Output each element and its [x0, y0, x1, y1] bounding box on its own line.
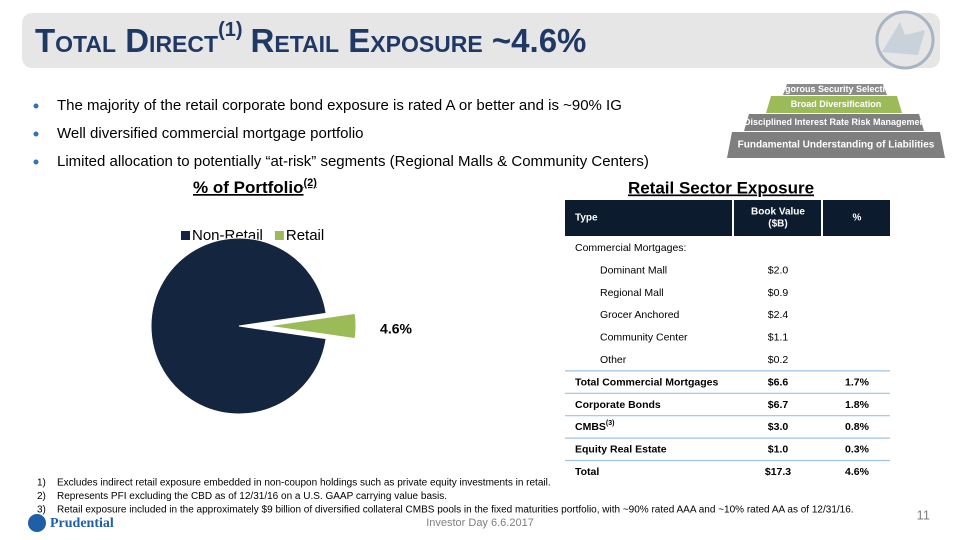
table-header-bg	[565, 200, 890, 236]
table-header: %	[853, 213, 862, 224]
table-cell: Grocer Anchored	[600, 309, 680, 321]
title-sup: (1)	[218, 19, 242, 41]
bullet: Limited allocation to potentially “at-ri…	[57, 153, 649, 170]
cell-text: $0.9	[768, 287, 789, 299]
table-cell: Commercial Mortgages:	[575, 242, 686, 254]
cell-text: Corporate Bonds	[575, 399, 661, 411]
footnote: Represents PFI excluding the CBD as of 1…	[57, 491, 447, 502]
chart-title-text: % of Portfolio	[193, 178, 303, 197]
table-cell: 4.6%	[845, 466, 870, 478]
cell-text: $6.6	[768, 376, 789, 388]
table-cell: $2.4	[768, 309, 789, 321]
bullet: The majority of the retail corporate bon…	[57, 97, 622, 114]
logo-mark	[875, 10, 935, 70]
cell-text: 0.8%	[845, 421, 870, 433]
table-cell: Equity Real Estate	[575, 443, 667, 455]
table-cell: Dominant Mall	[600, 264, 667, 276]
table-cell: Corporate Bonds	[575, 399, 661, 411]
table-cell: $1.1	[768, 331, 789, 343]
bullet-dot	[33, 131, 39, 137]
footnote: Excludes indirect retail exposure embedd…	[57, 478, 551, 489]
cell-text: Grocer Anchored	[600, 309, 680, 321]
cell-text: Equity Real Estate	[575, 443, 667, 455]
cell-text: Total	[575, 466, 599, 478]
legend-swatch	[274, 231, 284, 240]
cell-text: $3.0	[768, 421, 789, 433]
table-cell: Total Commercial Mortgages	[575, 376, 718, 388]
cell-text: Regional Mall	[600, 287, 664, 299]
data-label: 4.6%	[380, 321, 412, 337]
pyramid-label: Fundamental Understanding of Liabilities	[738, 140, 935, 151]
cell-text: $1.0	[768, 443, 789, 455]
legend-swatch	[181, 231, 190, 240]
pyramid-label: Rigorous Security Selection	[776, 84, 896, 94]
table-header: Type	[575, 213, 598, 224]
table-header: Book Value	[751, 207, 805, 218]
cell-text: Dominant Mall	[600, 264, 667, 276]
legend-label: Retail	[286, 227, 324, 244]
table-cell: Regional Mall	[600, 287, 664, 299]
cell-text: 1.7%	[845, 376, 870, 388]
table-header: ($B)	[768, 219, 787, 230]
cell-text: $2.4	[768, 309, 789, 321]
cell-sup: (3)	[606, 420, 615, 427]
cell-text: $6.7	[768, 399, 789, 411]
footnote-number: 2)	[37, 491, 46, 502]
cell-text: Commercial Mortgages:	[575, 242, 686, 254]
pie-slice	[267, 312, 357, 340]
footer: Investor Day 6.6.2017	[426, 517, 534, 529]
content: The majority of the retail corporate bon…	[33, 84, 935, 516]
cell-text: 1.8%	[845, 399, 870, 411]
pyramid-label: Disciplined Interest Rate Risk Managemen…	[744, 117, 928, 127]
table-cell: $6.7	[768, 399, 789, 411]
footnote: Retail exposure included in the approxim…	[57, 505, 854, 516]
table-cell: Total	[575, 466, 599, 478]
chart-title-sup: (2)	[304, 177, 318, 189]
cell-text: $1.1	[768, 331, 789, 343]
chart-title: % of Portfolio(2)	[193, 177, 317, 198]
title-bar	[22, 13, 940, 68]
pie-slice	[150, 237, 327, 415]
cell-text: Community Center	[600, 331, 688, 343]
bullet-dot	[33, 159, 39, 165]
title-part: Total Direct	[35, 22, 218, 59]
cell-text: 0.3%	[845, 443, 870, 455]
cell-text: Total Commercial Mortgages	[575, 376, 718, 388]
table-cell: $6.6	[768, 376, 789, 388]
page-number: 11	[917, 507, 931, 522]
table-cell: Other	[600, 354, 627, 366]
slide-title: Total Direct(1) Retail Exposure ~4.6%	[35, 19, 586, 58]
table-cell: $0.9	[768, 287, 789, 299]
table-cell: CMBS(3)	[575, 420, 614, 433]
table-cell: 1.7%	[845, 376, 870, 388]
logo-text: Prudential	[50, 516, 114, 531]
footnote-number: 3)	[37, 505, 46, 516]
cell-text: CMBS	[575, 421, 606, 433]
table-cell: $2.0	[768, 264, 789, 276]
cell-text: $2.0	[768, 264, 789, 276]
bullet-dot	[33, 103, 39, 109]
bullet: Well diversified commercial mortgage por…	[57, 125, 364, 142]
pyramid	[727, 84, 945, 158]
table-cell: 0.8%	[845, 421, 870, 433]
table-cell: Community Center	[600, 331, 688, 343]
cell-text: Other	[600, 354, 627, 366]
table-cell: $1.0	[768, 443, 789, 455]
cell-text: $0.2	[768, 354, 789, 366]
table-cell: $3.0	[768, 421, 789, 433]
footnote-number: 1)	[37, 478, 46, 489]
pyramid-label: Broad Diversification	[791, 99, 882, 109]
cell-text: $17.3	[765, 466, 791, 478]
title-part: Retail Exposure ~4.6%	[251, 22, 587, 59]
table-cell: 1.8%	[845, 399, 870, 411]
cell-text: 4.6%	[845, 466, 870, 478]
table-cell: $0.2	[768, 354, 789, 366]
table-cell: 0.3%	[845, 443, 870, 455]
table-cell: $17.3	[765, 466, 791, 478]
footer-logo: Prudential	[28, 514, 114, 532]
table-title: Retail Sector Exposure	[628, 178, 814, 197]
